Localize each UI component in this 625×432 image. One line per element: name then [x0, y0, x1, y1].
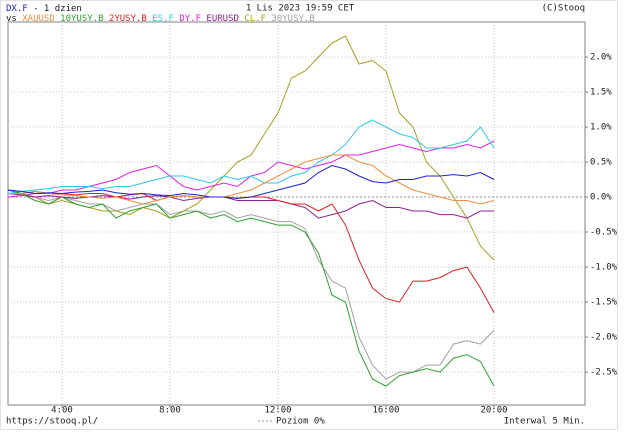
zero-line-label: Poziom 0%	[276, 417, 325, 427]
copyright: (C)Stooq	[542, 4, 585, 14]
series-line	[7, 119, 495, 194]
legend-entry: 10YUSY.B	[60, 14, 103, 24]
series-line	[8, 154, 495, 205]
legend-entry: DY.F	[179, 14, 201, 24]
y-tick-label: 0.0%	[590, 193, 612, 203]
y-tick-label: 2.0%	[590, 53, 612, 63]
y-tick-label: 0.5%	[590, 158, 612, 168]
legend-entry: XAUUSD	[22, 14, 55, 24]
x-tick-label: 4:00	[51, 406, 73, 416]
x-tick-label: 12:00	[264, 406, 291, 416]
y-tick-label: -0.5%	[590, 228, 618, 238]
date: 1 Lis 2023 19:59 CET	[246, 4, 355, 14]
legend-entry: CL.F	[244, 14, 266, 24]
legend: vs XAUUSD 10YUSY.B 2YUSY.B ES.F DY.F EURUSD CL.…	[6, 14, 315, 24]
x-tick-label: 8:00	[159, 406, 181, 416]
y-tick-label: -2.0%	[590, 333, 618, 343]
legend-prefix: vs	[6, 14, 17, 24]
period: - 1 dzien	[33, 4, 82, 14]
interval: Interwal 5 Min.	[504, 417, 585, 427]
legend-entry: EURUSD	[206, 14, 239, 24]
y-tick-label: -2.5%	[590, 368, 618, 378]
legend-entry: ES.F	[152, 14, 174, 24]
footer-url: https://stooq.pl/	[6, 417, 98, 427]
legend-entry: 30YUSY.B	[271, 14, 314, 24]
title: DX.F - 1 dzien	[6, 4, 82, 14]
legend-entry: 2YUSY.B	[109, 14, 147, 24]
y-tick-label: 1.5%	[590, 88, 612, 98]
y-tick-label: -1.0%	[590, 263, 618, 273]
series-line	[7, 164, 495, 199]
y-tick-label: -1.5%	[590, 298, 618, 308]
plot-frame	[7, 21, 586, 406]
x-tick-label: 20:00	[480, 406, 507, 416]
main-series-name: DX.F	[6, 4, 28, 14]
y-tick-label: 1.0%	[590, 123, 612, 133]
x-tick-label: 16:00	[372, 406, 399, 416]
series-line	[7, 189, 495, 387]
